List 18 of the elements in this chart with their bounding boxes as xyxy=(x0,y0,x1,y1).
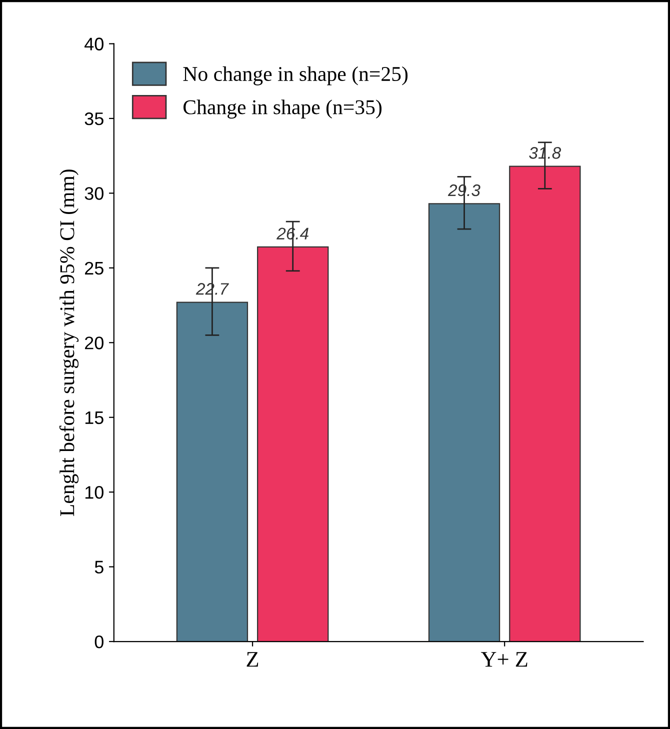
bar xyxy=(428,203,500,642)
y-tick-label: 0 xyxy=(94,635,104,648)
y-tick-label: 15 xyxy=(85,411,104,424)
y-tick-label: 40 xyxy=(84,38,104,50)
y-tick-label: 10 xyxy=(85,486,104,499)
bar xyxy=(509,166,581,642)
bar xyxy=(176,302,248,642)
y-tick-label: 30 xyxy=(84,187,104,200)
legend-label: Change in shape (n=35) xyxy=(184,100,382,119)
x-tick-label: Y+ Z xyxy=(480,652,528,667)
y-axis-title: Lenght before surgery with 95% CI (mm) xyxy=(59,170,79,516)
y-tick-label: 5 xyxy=(94,560,104,574)
bar xyxy=(257,246,329,642)
x-tick-label: Z xyxy=(246,652,258,667)
y-tick-label: 25 xyxy=(85,262,104,275)
y-tick-label: 20 xyxy=(85,336,104,350)
y-tick-label: 35 xyxy=(84,112,104,126)
legend-label: No change in shape (n=25) xyxy=(183,66,408,86)
